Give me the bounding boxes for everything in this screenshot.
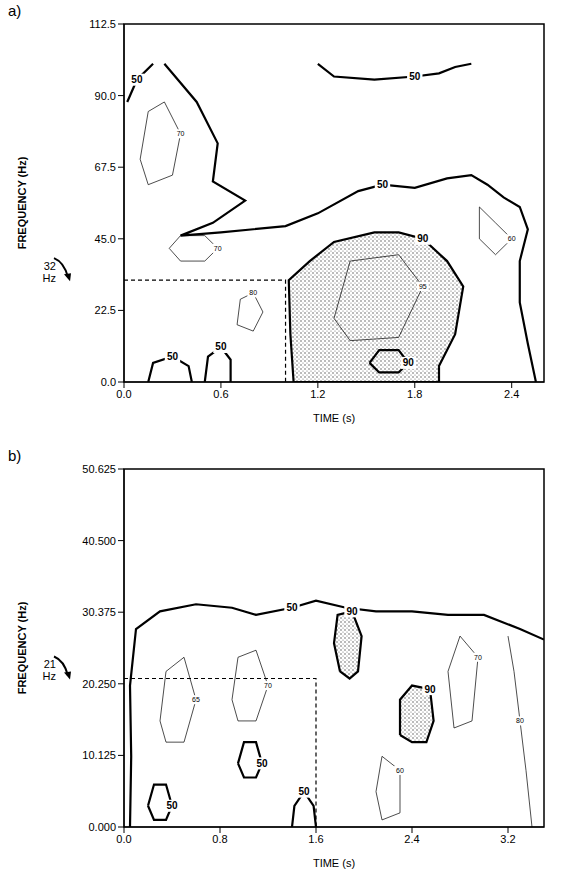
svg-text:0.000: 0.000 [88,821,116,833]
svg-text:90: 90 [424,684,436,695]
svg-text:50: 50 [286,602,298,613]
svg-text:90: 90 [346,606,358,617]
svg-text:Hz: Hz [43,670,56,682]
svg-text:50: 50 [167,351,179,362]
svg-text:70: 70 [214,245,222,252]
svg-text:40.500: 40.500 [82,535,116,547]
svg-text:Hz: Hz [43,272,56,284]
svg-text:21: 21 [44,658,56,670]
svg-text:50: 50 [298,786,310,797]
svg-text:80: 80 [516,717,524,724]
svg-text:10.125: 10.125 [82,749,116,761]
svg-text:90.0: 90.0 [95,90,116,102]
svg-text:FREQUENCY (Hz): FREQUENCY (Hz) [16,601,28,694]
svg-text:0.0: 0.0 [116,833,131,845]
svg-text:FREQUENCY (Hz): FREQUENCY (Hz) [16,156,28,249]
svg-text:32: 32 [44,260,56,272]
svg-text:b): b) [8,447,21,464]
svg-text:70: 70 [177,130,185,137]
svg-text:2.4: 2.4 [404,833,419,845]
svg-text:70: 70 [474,654,482,661]
svg-text:90: 90 [417,233,429,244]
svg-text:a): a) [8,2,21,19]
svg-text:50: 50 [377,179,389,190]
svg-text:50: 50 [256,758,268,769]
svg-text:0.8: 0.8 [212,833,227,845]
svg-text:2.4: 2.4 [504,388,519,400]
svg-text:80: 80 [249,289,257,296]
svg-text:112.5: 112.5 [89,18,116,30]
svg-text:50.625: 50.625 [82,463,116,475]
svg-text:50: 50 [215,341,227,352]
svg-text:0.0: 0.0 [116,388,131,400]
svg-text:1.2: 1.2 [310,388,325,400]
svg-text:TIME (s): TIME (s) [313,412,355,424]
svg-text:50: 50 [409,71,421,82]
svg-text:45.0: 45.0 [95,233,116,245]
svg-text:60: 60 [396,767,404,774]
svg-text:TIME (s): TIME (s) [313,857,355,869]
svg-text:50: 50 [166,800,178,811]
svg-text:30.375: 30.375 [82,606,116,618]
svg-text:50: 50 [131,74,143,85]
svg-text:22.5: 22.5 [95,304,116,316]
svg-text:0.0: 0.0 [101,376,116,388]
svg-text:70: 70 [264,682,272,689]
svg-text:1.6: 1.6 [308,833,323,845]
svg-text:20.250: 20.250 [82,678,116,690]
svg-text:67.5: 67.5 [95,161,116,173]
svg-text:1.8: 1.8 [407,388,422,400]
svg-text:60: 60 [508,235,516,242]
svg-text:65: 65 [192,696,200,703]
svg-text:0.6: 0.6 [213,388,228,400]
svg-text:95: 95 [419,283,427,290]
svg-text:90: 90 [403,357,415,368]
svg-text:3.2: 3.2 [500,833,515,845]
